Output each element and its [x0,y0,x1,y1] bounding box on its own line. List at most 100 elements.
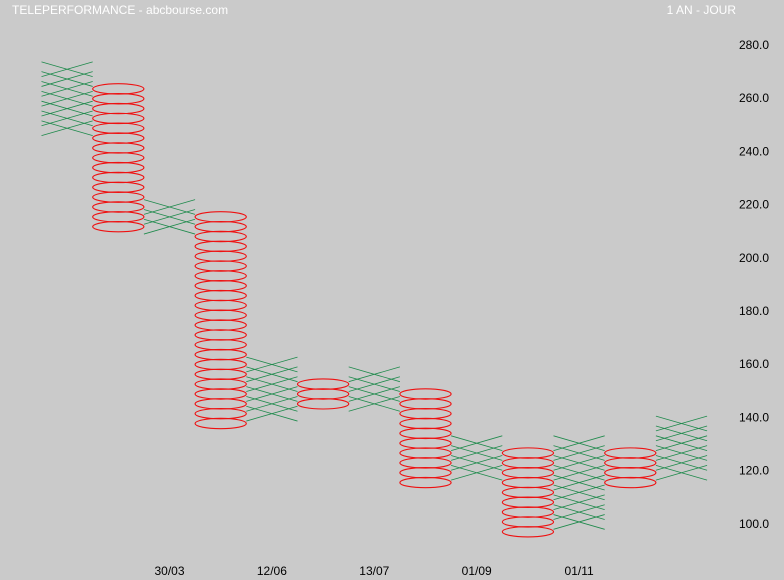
o-box [194,339,247,351]
x-box [553,435,605,451]
o-box [194,398,247,410]
o-box [194,407,247,420]
x-box [655,415,708,432]
o-box [92,211,145,223]
x-box [553,474,605,491]
x-box [41,110,93,127]
o-box [399,398,452,410]
o-column [399,388,452,489]
x-box [553,504,605,520]
o-box [92,201,145,213]
x-box [655,435,708,451]
o-box [194,299,247,312]
o-box [92,191,145,203]
o-box [194,417,247,430]
x-box [41,90,93,107]
x-box [553,514,605,530]
o-box [501,496,555,508]
o-box [399,457,452,469]
x-box [246,386,298,402]
x-box [450,445,503,461]
y-tick-label: 200.0 [739,251,769,265]
x-box [553,494,605,511]
o-box [604,467,657,479]
o-box [399,388,452,400]
x-box [246,376,298,392]
chart-title: TELEPERFORMANCE - abcbourse.com [12,3,229,17]
o-box [194,348,247,361]
o-box [92,93,145,105]
o-box [92,112,145,125]
x-tick-label: 12/06 [257,564,287,578]
y-tick-label: 240.0 [739,144,769,158]
y-tick-label: 180.0 [739,304,769,318]
o-box [501,476,555,489]
o-box [296,378,350,390]
y-tick-label: 120.0 [739,464,769,478]
y-tick-label: 280.0 [739,38,769,52]
x-column [655,415,708,481]
x-box [41,71,93,87]
x-box [655,464,708,481]
x-box [246,396,298,412]
o-box [194,289,247,302]
o-box [501,526,555,538]
x-box [450,455,503,471]
o-box [501,486,555,499]
o-column [604,447,657,489]
o-box [92,181,145,194]
x-box [655,425,708,442]
x-box [41,100,93,117]
x-box [246,366,298,383]
o-box [92,220,145,233]
x-column [246,356,298,422]
o-box [399,417,452,430]
x-column [450,435,503,481]
plot-area [41,61,708,538]
o-box [399,447,452,459]
x-tick-label: 01/11 [565,564,594,578]
x-axis: 30/03 12/06 13/07 01/09 01/11 [154,564,594,578]
period-label: 1 AN - JOUR [666,3,736,17]
x-box [655,445,708,461]
o-box [194,309,247,321]
x-box [553,484,605,501]
x-column [41,61,93,137]
o-box [194,220,247,233]
x-box [553,455,605,471]
o-box [501,467,555,479]
x-box [348,366,401,383]
o-box [399,476,452,489]
x-tick-label: 30/03 [154,564,184,578]
x-column [348,366,401,412]
o-column [92,83,145,233]
y-tick-label: 260.0 [739,91,769,105]
y-tick-label: 140.0 [739,410,769,424]
o-column [194,211,247,430]
o-box [194,329,247,341]
o-box [194,280,247,292]
o-box [501,457,555,469]
x-box [41,61,93,77]
o-box [194,270,247,282]
y-tick-label: 100.0 [739,517,769,531]
o-box [399,407,452,420]
x-box [553,464,605,481]
o-box [194,388,247,400]
x-column [143,199,196,235]
x-box [450,435,503,451]
x-column [553,435,605,530]
x-box [348,386,401,402]
o-box [501,447,555,459]
x-box [246,405,298,422]
x-box [143,199,196,215]
o-box [604,476,657,489]
o-column [501,447,555,538]
o-box [194,378,247,390]
o-box [92,171,145,184]
x-box [348,376,401,392]
o-box [604,457,657,469]
o-box [194,250,247,262]
o-box [501,516,555,528]
